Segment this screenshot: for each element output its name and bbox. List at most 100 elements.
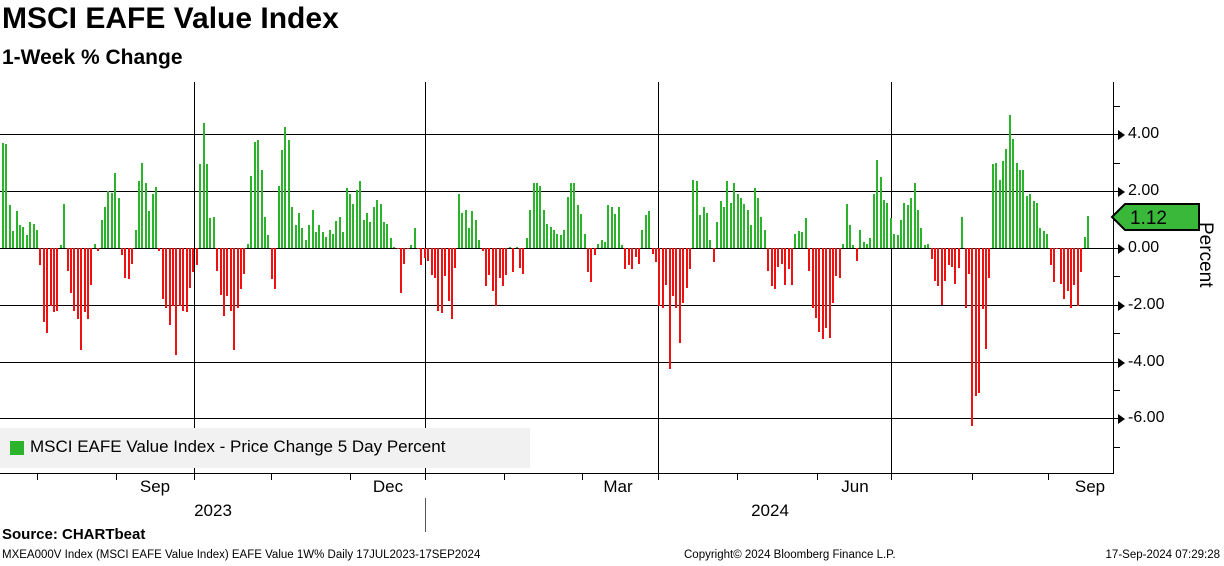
bar bbox=[838, 248, 841, 278]
bar bbox=[1005, 148, 1008, 248]
bar bbox=[814, 248, 817, 318]
bar bbox=[36, 229, 38, 248]
bar bbox=[277, 185, 280, 248]
bar bbox=[580, 213, 583, 248]
bar bbox=[1032, 201, 1035, 248]
bar bbox=[947, 248, 950, 265]
bar bbox=[376, 199, 379, 248]
h-gridline bbox=[0, 134, 1113, 136]
bar bbox=[478, 239, 481, 248]
bar bbox=[15, 211, 18, 248]
bar bbox=[655, 248, 658, 263]
bar bbox=[379, 204, 382, 248]
bar bbox=[263, 216, 266, 248]
bar bbox=[345, 188, 348, 248]
bar bbox=[114, 172, 117, 248]
bar bbox=[223, 248, 226, 317]
bar bbox=[967, 248, 970, 274]
bar bbox=[165, 248, 168, 308]
bar bbox=[250, 175, 253, 248]
bar bbox=[488, 248, 491, 275]
x-tick bbox=[817, 474, 818, 480]
bar bbox=[672, 248, 675, 297]
bar bbox=[770, 248, 773, 287]
bar bbox=[821, 248, 824, 339]
bar bbox=[454, 248, 457, 268]
bar bbox=[110, 192, 113, 248]
bar bbox=[192, 248, 195, 273]
bar bbox=[808, 248, 811, 271]
y-tick-label: 2.00 bbox=[1128, 182, 1160, 200]
x-tick bbox=[972, 474, 973, 480]
bar bbox=[1039, 228, 1042, 248]
x-tick bbox=[658, 474, 659, 480]
bar bbox=[1087, 216, 1089, 248]
bar bbox=[923, 245, 926, 248]
bar bbox=[1042, 231, 1045, 248]
bar bbox=[474, 219, 477, 248]
bar bbox=[740, 198, 743, 248]
bar bbox=[532, 182, 535, 248]
bar bbox=[1025, 195, 1028, 248]
bar bbox=[63, 204, 66, 248]
y-minor-tick bbox=[1113, 390, 1120, 391]
bar bbox=[240, 248, 243, 290]
bar bbox=[610, 206, 613, 248]
bar bbox=[107, 191, 110, 248]
bar bbox=[661, 248, 664, 308]
bar bbox=[712, 248, 715, 263]
bar bbox=[19, 225, 21, 248]
bar bbox=[927, 243, 930, 248]
v-gridline bbox=[425, 82, 426, 473]
y-tick-line bbox=[1106, 134, 1120, 136]
x-tick bbox=[116, 474, 117, 480]
bar bbox=[835, 248, 838, 277]
bar bbox=[621, 245, 624, 248]
y-minor-tick bbox=[1113, 333, 1120, 335]
bar bbox=[172, 248, 175, 307]
source-label: Source: CHARTbeat bbox=[2, 526, 146, 543]
bar bbox=[39, 248, 42, 265]
bar bbox=[427, 248, 430, 261]
bar bbox=[631, 248, 634, 270]
bar bbox=[257, 140, 260, 248]
bar bbox=[743, 204, 746, 248]
bar bbox=[804, 218, 807, 248]
bar bbox=[331, 233, 334, 248]
y-axis-line bbox=[1113, 82, 1114, 474]
bar bbox=[699, 215, 702, 248]
bar bbox=[702, 206, 705, 248]
bar bbox=[362, 219, 365, 248]
bar bbox=[709, 239, 712, 248]
bar bbox=[318, 225, 321, 248]
bar bbox=[355, 189, 358, 248]
bar bbox=[32, 223, 35, 248]
bar bbox=[280, 150, 283, 248]
y-tick-arrow-icon bbox=[1118, 130, 1125, 141]
v-gridline bbox=[194, 82, 195, 473]
bar bbox=[750, 225, 753, 248]
x-tick bbox=[737, 474, 738, 480]
bar bbox=[42, 248, 45, 322]
h-gridline bbox=[0, 418, 1113, 420]
bar bbox=[563, 229, 566, 248]
bar bbox=[209, 218, 212, 248]
bar bbox=[879, 177, 882, 248]
y-tick-line bbox=[1106, 191, 1120, 193]
bar bbox=[964, 248, 967, 308]
bar bbox=[148, 211, 151, 248]
bar bbox=[348, 194, 351, 248]
bar bbox=[675, 248, 678, 308]
bar bbox=[522, 248, 525, 274]
h-gridline bbox=[0, 191, 1113, 193]
bar bbox=[549, 226, 552, 248]
legend-box: MSCI EAFE Value Index - Price Change 5 D… bbox=[0, 428, 530, 468]
y-minor-tick bbox=[1113, 446, 1120, 448]
bar bbox=[161, 248, 164, 300]
bar bbox=[753, 188, 756, 248]
page-title: MSCI EAFE Value Index bbox=[2, 2, 339, 35]
footer-security-info: MXEA000V Index (MSCI EAFE Value Index) E… bbox=[2, 549, 481, 561]
bar bbox=[236, 248, 239, 308]
bar bbox=[746, 209, 749, 248]
bar bbox=[291, 206, 294, 248]
